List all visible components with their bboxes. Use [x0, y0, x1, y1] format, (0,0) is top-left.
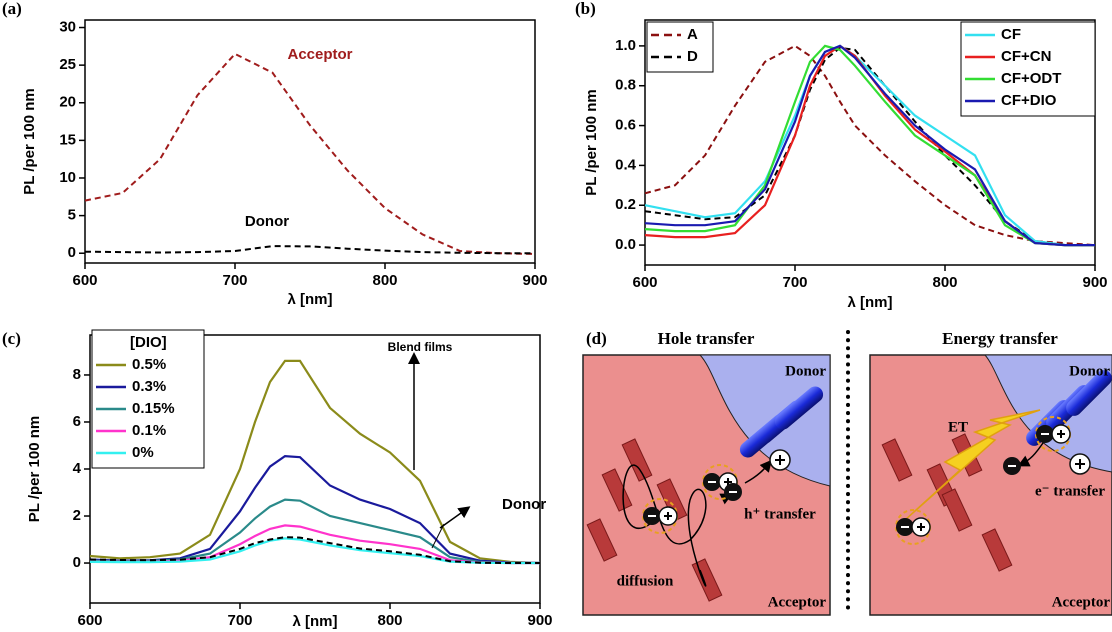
x-axis-label: λ [nm] [848, 294, 893, 311]
process-label: e⁻ transfer [1035, 483, 1105, 499]
annotation: Blend films [388, 340, 453, 354]
y-tick-label: 30 [59, 18, 76, 35]
diagram-title: Energy transfer [942, 329, 1058, 348]
x-tick-label: 900 [522, 272, 547, 289]
y-tick-label: 6 [73, 413, 81, 430]
y-tick-label: 25 [59, 56, 76, 73]
y-tick-label: 0.8 [615, 77, 636, 94]
y-axis-label: PL /per 100 nm [26, 416, 43, 522]
y-tick-label: 0 [73, 554, 81, 571]
region-label: Acceptor [768, 594, 827, 610]
x-tick-label: 700 [227, 612, 252, 629]
legend-label: CF+ODT [1001, 70, 1061, 87]
x-tick-label: 800 [932, 274, 957, 291]
x-tick-label: 600 [632, 274, 657, 291]
legend-label: 0.1% [132, 422, 166, 439]
y-tick-label: 0.2 [615, 196, 636, 213]
y-tick-label: 0.6 [615, 117, 636, 134]
process-label: h⁺ transfer [744, 506, 816, 522]
series-label: Acceptor [287, 46, 352, 63]
figure: (d) Hole transfer Energy transfer [0, 0, 1112, 632]
series-line [85, 246, 535, 253]
y-tick-label: 1.0 [615, 37, 636, 54]
x-tick-label: 700 [222, 272, 247, 289]
legend-label: A [687, 26, 698, 43]
panel-label: (a) [2, 0, 22, 18]
series-line [85, 54, 535, 254]
y-tick-label: 20 [59, 94, 76, 111]
y-tick-label: 2 [73, 507, 81, 524]
y-tick-label: 4 [73, 460, 82, 477]
legend-label: 0.15% [132, 400, 175, 417]
x-tick-label: 600 [72, 272, 97, 289]
region-label: Acceptor [1052, 594, 1111, 610]
x-tick-label: 800 [377, 612, 402, 629]
x-tick-label: 800 [372, 272, 397, 289]
legend-label: CF+CN [1001, 48, 1051, 65]
y-tick-label: 0.0 [615, 236, 636, 253]
y-tick-label: 15 [59, 131, 76, 148]
annotation-arrow [440, 508, 468, 528]
x-tick-label: 700 [782, 274, 807, 291]
legend-label: 0.5% [132, 356, 166, 373]
legend-label: 0.3% [132, 378, 166, 395]
y-tick-label: 8 [73, 366, 81, 383]
x-axis-label: λ [nm] [293, 613, 338, 630]
legend-label: CF [1001, 26, 1021, 43]
y-axis-label: PL /per 100 nm [583, 89, 600, 195]
diagram-panel: (d) Hole transfer Energy transfer [583, 329, 1112, 615]
process-label: ET [948, 419, 968, 435]
region-label: Donor [1069, 363, 1110, 379]
legend-label: D [687, 48, 698, 65]
legend-label: CF+DIO [1001, 92, 1057, 109]
x-tick-label: 600 [77, 612, 102, 629]
x-tick-label: 900 [527, 612, 552, 629]
x-axis-label: λ [nm] [288, 291, 333, 308]
page: {"chart_data": [ {"type": "line", "label… [0, 0, 1112, 632]
series-label: Donor [245, 213, 289, 230]
panel-label: (c) [2, 329, 21, 348]
panel-label: (b) [575, 0, 596, 18]
legend-title: [DIO] [130, 334, 167, 351]
x-tick-label: 900 [1082, 274, 1107, 291]
region-label: Donor [785, 363, 826, 379]
y-tick-label: 5 [68, 207, 76, 224]
y-tick-label: 0 [68, 244, 76, 261]
panel-label: (d) [586, 329, 607, 348]
diagram-title: Hole transfer [658, 329, 755, 348]
legend-label: 0% [132, 444, 154, 461]
y-axis-label: PL /per 100 nm [21, 88, 38, 194]
annotation: Donor [502, 496, 546, 513]
y-tick-label: 0.4 [615, 156, 637, 173]
process-label: diffusion [617, 573, 674, 589]
legend-box [647, 22, 713, 72]
y-tick-label: 10 [59, 169, 76, 186]
